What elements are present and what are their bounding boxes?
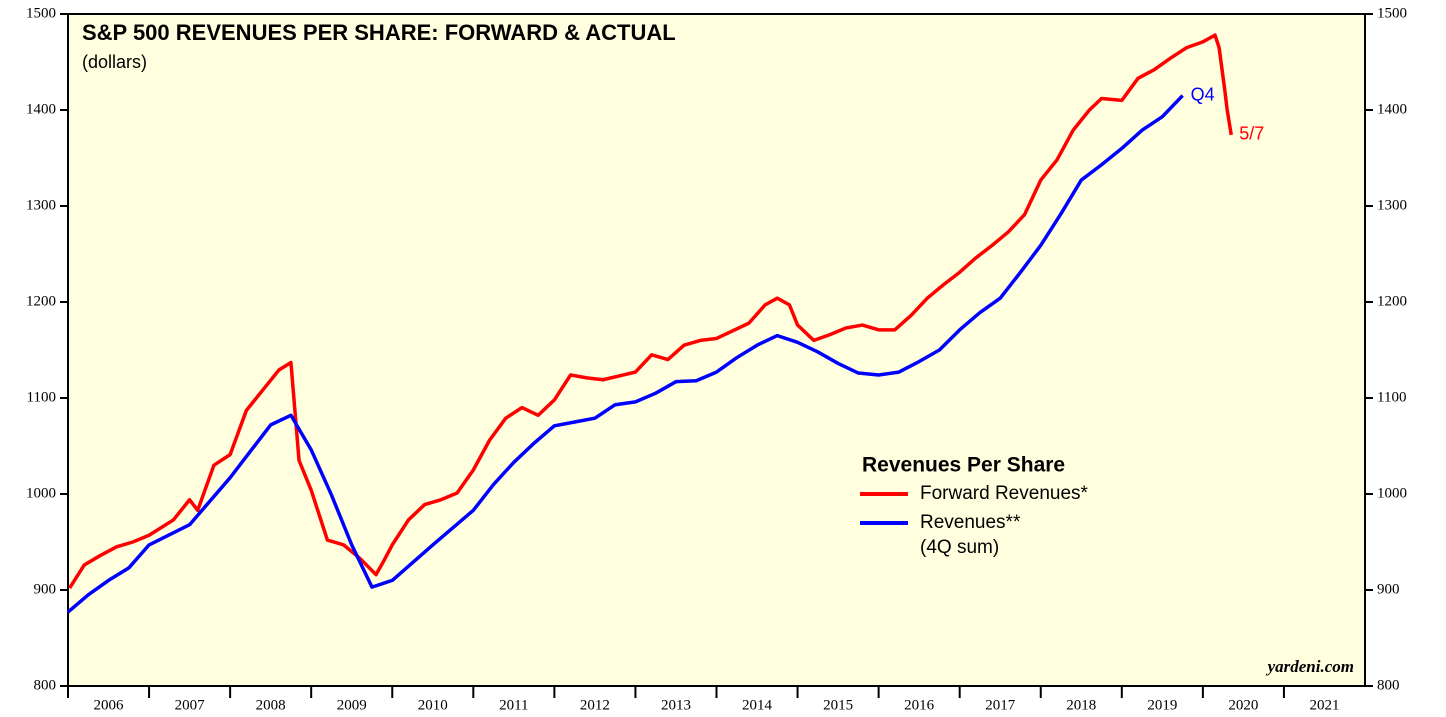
end-label: Q4 [1191, 84, 1215, 104]
y2-tick-label: 1300 [1377, 197, 1407, 213]
x-tick-label: 2019 [1147, 697, 1177, 713]
x-tick-label: 2011 [499, 697, 528, 713]
x-tick-label: 2014 [742, 697, 773, 713]
chart-subtitle: (dollars) [82, 52, 147, 72]
plot-area [67, 13, 1366, 687]
x-tick-label: 2013 [661, 697, 691, 713]
y2-tick-label: 1200 [1377, 293, 1407, 309]
x-tick-label: 2008 [256, 697, 286, 713]
y2-tick-label: 800 [1377, 677, 1400, 693]
x-tick-label: 2020 [1228, 697, 1258, 713]
x-tick-label: 2021 [1309, 697, 1339, 713]
y-tick-label: 1300 [26, 197, 56, 213]
chart-title: S&P 500 REVENUES PER SHARE: FORWARD & AC… [82, 20, 676, 45]
legend-label: Revenues** [920, 512, 1021, 533]
end-label: 5/7 [1239, 124, 1264, 144]
x-tick-label: 2015 [823, 697, 853, 713]
legend-title: Revenues Per Share [862, 454, 1065, 477]
y2-tick-label: 1400 [1377, 101, 1407, 117]
y-tick-label: 1400 [26, 101, 56, 117]
y2-tick-label: 900 [1377, 581, 1400, 597]
x-tick-label: 2012 [580, 697, 610, 713]
x-tick-label: 2016 [904, 697, 935, 713]
x-tick-label: 2007 [175, 697, 206, 713]
x-tick-label: 2009 [337, 697, 367, 713]
y-tick-label: 1000 [26, 485, 56, 501]
series-line [66, 94, 1184, 614]
source: yardeni.com [1266, 657, 1354, 676]
y2-tick-label: 1500 [1377, 5, 1407, 21]
x-tick-label: 2017 [985, 697, 1016, 713]
y-tick-label: 1200 [26, 293, 56, 309]
y2-tick-label: 1100 [1377, 389, 1406, 405]
series-line [68, 33, 1233, 590]
y-tick-label: 1100 [27, 389, 56, 405]
x-tick-label: 2006 [94, 697, 125, 713]
x-tick-label: 2018 [1066, 697, 1096, 713]
y-tick-label: 1500 [26, 5, 56, 21]
legend-note: (4Q sum) [920, 537, 999, 558]
y-tick-label: 800 [34, 677, 57, 693]
x-tick-label: 2010 [418, 697, 448, 713]
y-tick-label: 900 [34, 581, 57, 597]
y2-tick-label: 1000 [1377, 485, 1407, 501]
legend-label: Forward Revenues* [920, 483, 1089, 504]
